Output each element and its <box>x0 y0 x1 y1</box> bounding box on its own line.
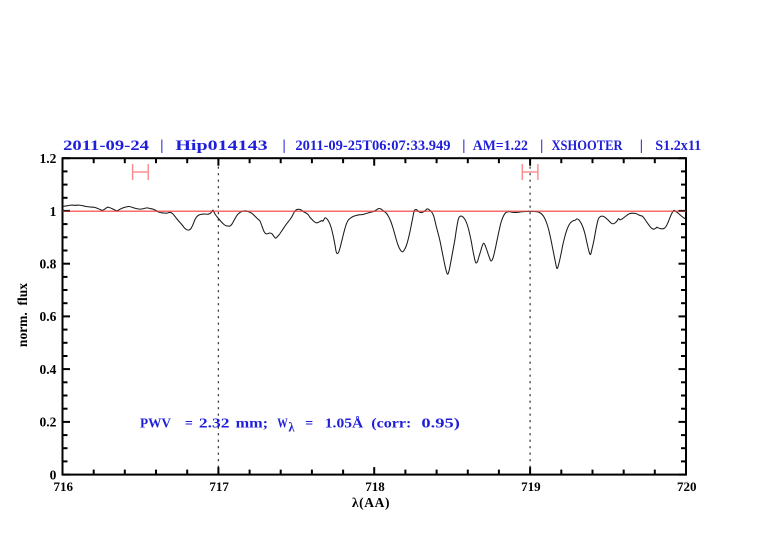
svg-text:0.4: 0.4 <box>40 362 57 377</box>
svg-text:W: W <box>277 416 288 431</box>
svg-text:|: | <box>283 138 286 154</box>
svg-text:λ(AA): λ(AA) <box>352 495 390 510</box>
svg-text:0.8: 0.8 <box>40 257 57 272</box>
svg-text:|: | <box>462 138 465 154</box>
svg-text:PWV: PWV <box>140 416 171 431</box>
svg-text:norm. flux: norm. flux <box>15 283 30 347</box>
svg-text:719: 719 <box>521 479 541 494</box>
svg-text:Hip014143: Hip014143 <box>175 138 267 154</box>
svg-text:S1.2x11: S1.2x11 <box>655 138 701 154</box>
svg-text:1: 1 <box>50 204 57 219</box>
svg-text:1.05Å: 1.05Å <box>325 415 364 431</box>
svg-text:718: 718 <box>365 479 385 494</box>
svg-text:|: | <box>160 138 163 154</box>
svg-text:AM=1.22: AM=1.22 <box>473 138 528 154</box>
svg-text:0.95): 0.95) <box>421 416 460 431</box>
svg-text:0: 0 <box>50 468 57 483</box>
svg-text:720: 720 <box>677 479 697 494</box>
svg-text:2011-09-24: 2011-09-24 <box>63 138 149 154</box>
svg-text:0.6: 0.6 <box>40 309 57 324</box>
svg-text:λ: λ <box>289 421 295 436</box>
svg-text:|: | <box>540 138 543 154</box>
svg-text:(corr:: (corr: <box>371 416 411 431</box>
svg-text:|: | <box>640 138 643 154</box>
svg-text:2011-09-25T06:07:33.949: 2011-09-25T06:07:33.949 <box>295 138 450 154</box>
svg-text:0.2: 0.2 <box>40 415 57 430</box>
svg-text:=: = <box>305 416 313 431</box>
svg-text:=: = <box>185 416 193 431</box>
svg-text:716: 716 <box>53 479 73 494</box>
svg-text:1.2: 1.2 <box>40 151 57 166</box>
svg-text:mm;: mm; <box>236 416 269 431</box>
svg-text:XSHOOTER: XSHOOTER <box>552 138 623 154</box>
svg-text:717: 717 <box>209 479 229 494</box>
svg-text:2.32: 2.32 <box>199 416 230 431</box>
